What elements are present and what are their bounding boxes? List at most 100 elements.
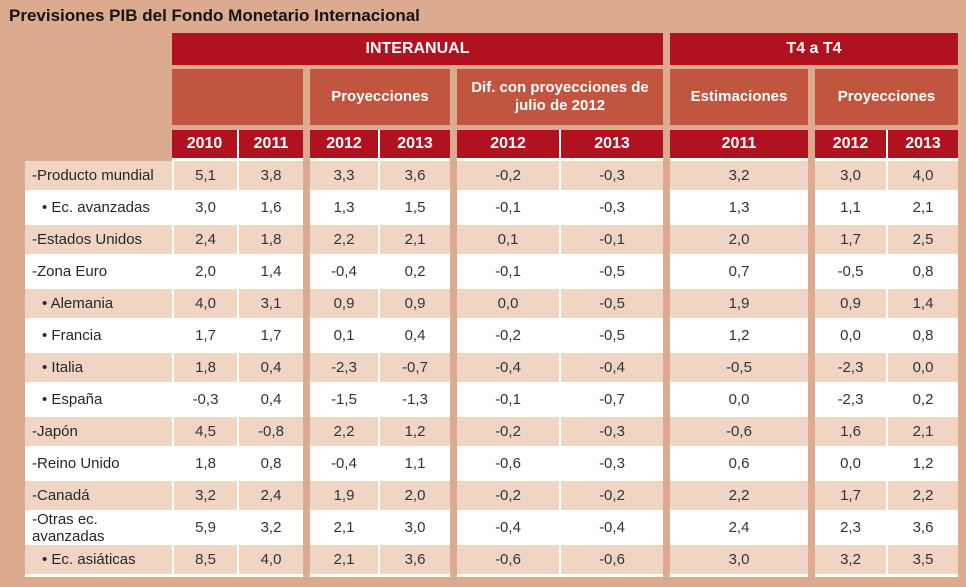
cell: 0,0 [670,385,808,417]
cell: 2,0 [378,481,450,513]
cell: -0,7 [378,353,450,385]
cell: -0,2 [457,161,559,193]
cell: -0,2 [457,417,559,449]
column-gap [303,225,310,257]
column-gap [450,257,457,289]
cell: 0,4 [237,385,303,417]
cell: -0,6 [559,545,663,577]
cell: 0,7 [670,257,808,289]
header-t4-a-t4: T4 a T4 [670,33,958,65]
column-gap [450,69,457,125]
cell: -0,3 [559,417,663,449]
table-row: -Canadá 3,2 2,4 1,9 2,0 -0,2 -0,2 2,2 1,7 2,2 [25,481,958,513]
cell: 3,0 [815,161,886,193]
column-gap [808,130,815,161]
column-gap [663,449,670,481]
row-label: -Producto mundial [25,161,172,193]
cell: 0,2 [378,257,450,289]
cell: 1,8 [172,353,237,385]
cell: 0,0 [815,321,886,353]
subheader-estimaciones: Estimaciones [670,69,808,125]
cell: 5,9 [172,513,237,545]
column-gap [663,161,670,193]
column-gap [450,225,457,257]
year-header: 2013 [886,130,958,161]
column-gap [450,289,457,321]
column-gap [303,130,310,161]
cell: 0,0 [815,449,886,481]
cell: 0,8 [237,449,303,481]
cell: 3,6 [378,545,450,577]
cell: 1,7 [815,225,886,257]
cell: -0,5 [670,353,808,385]
cell: 3,2 [670,161,808,193]
cell: 3,2 [815,545,886,577]
column-gap [450,161,457,193]
cell: -0,4 [559,353,663,385]
year-header: 2012 [457,130,559,161]
cell: 0,1 [310,321,378,353]
header-spacer [25,69,172,125]
cell: 3,6 [378,161,450,193]
cell: -0,6 [670,417,808,449]
year-header: 2013 [559,130,663,161]
cell: 3,3 [310,161,378,193]
cell: 2,3 [815,513,886,545]
cell: -0,6 [457,449,559,481]
cell: -0,2 [457,481,559,513]
cell: 1,8 [172,449,237,481]
column-gap [663,385,670,417]
cell: 0,8 [886,257,958,289]
year-header: 2012 [815,130,886,161]
cell: 2,5 [886,225,958,257]
cell: -0,4 [559,513,663,545]
cell: 1,5 [378,193,450,225]
cell: 1,2 [670,321,808,353]
column-gap [808,257,815,289]
column-gap [663,33,670,65]
column-gap [808,69,815,125]
cell: -0,3 [172,385,237,417]
table-row: -Producto mundial 5,1 3,8 3,3 3,6 -0,2 -0,3 3,2… [25,161,958,193]
column-gap [808,417,815,449]
header-interanual: INTERANUAL [172,33,663,65]
cell: -2,3 [815,353,886,385]
cell: 1,8 [237,225,303,257]
cell: 0,4 [237,353,303,385]
cell: 4,5 [172,417,237,449]
cell: 0,0 [457,289,559,321]
subheader-dif-proyecciones: Dif. con proyecciones de julio de 2012 [457,69,663,125]
cell: -0,4 [310,449,378,481]
cell: 2,4 [237,481,303,513]
year-header: 2011 [237,130,303,161]
cell: 3,0 [670,545,808,577]
column-gap [808,353,815,385]
cell: 1,6 [815,417,886,449]
column-gap [303,289,310,321]
cell: -0,3 [559,193,663,225]
column-gap [808,385,815,417]
page-title: Previsiones PIB del Fondo Monetario Inte… [9,6,420,25]
cell: 2,4 [670,513,808,545]
row-label: -Canadá [25,481,172,513]
cell: -0,2 [559,481,663,513]
year-header: 2010 [172,130,237,161]
column-gap [303,321,310,353]
cell: 1,2 [378,417,450,449]
year-header: 2013 [378,130,450,161]
column-gap [450,545,457,577]
row-label: • España [25,385,172,417]
cell: 2,2 [886,481,958,513]
cell: 1,4 [237,257,303,289]
cell: 0,9 [310,289,378,321]
cell: 2,0 [670,225,808,257]
cell: 3,2 [237,513,303,545]
column-gap [808,449,815,481]
column-gap [808,225,815,257]
cell: 3,6 [886,513,958,545]
cell: 0,9 [815,289,886,321]
cell: 2,4 [172,225,237,257]
column-gap [808,545,815,577]
cell: 3,0 [172,193,237,225]
